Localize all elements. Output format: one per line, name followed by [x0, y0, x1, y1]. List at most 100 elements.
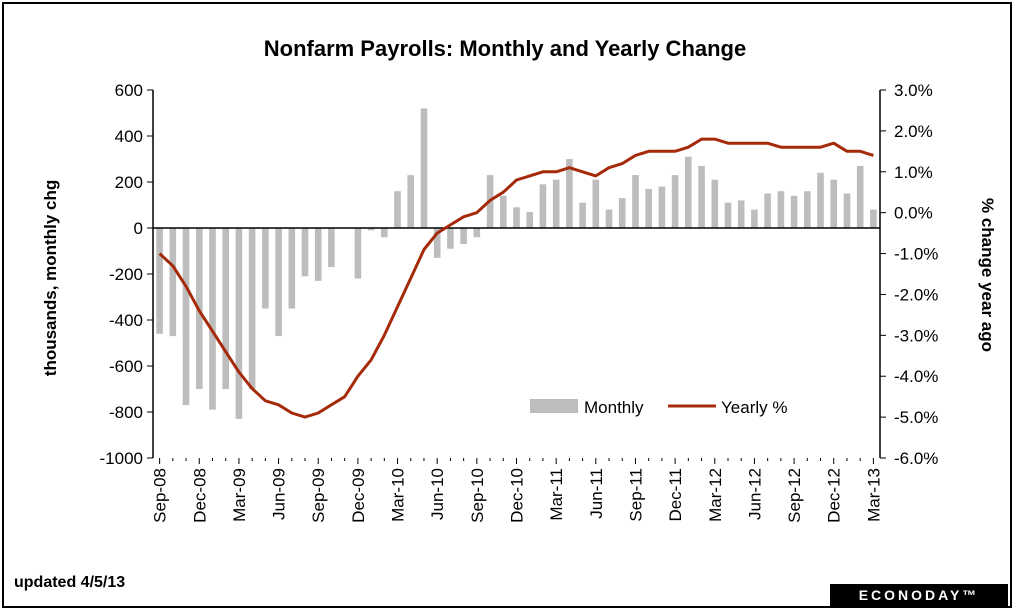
left-tick-label: -600 — [109, 357, 143, 376]
right-tick-label: -3.0% — [894, 326, 938, 345]
monthly-bar — [248, 228, 256, 389]
left-tick-label: -800 — [109, 403, 143, 422]
monthly-bar — [381, 228, 388, 238]
tick-labels: 600 400 200 0 -200 -400 -600 -800 -1000 3.0% 2.0% 1… — [100, 81, 939, 523]
left-tick-label: -200 — [109, 265, 143, 284]
yearly-series-line — [158, 137, 874, 419]
monthly-bar — [262, 228, 269, 309]
monthly-bar — [724, 202, 732, 228]
monthly-bar — [447, 228, 454, 249]
right-tick-label: 3.0% — [894, 81, 933, 100]
legend: Monthly Yearly % — [530, 398, 787, 417]
right-tick-label: -2.0% — [894, 285, 938, 304]
monthly-bar — [394, 191, 401, 228]
econoday-logo: ECONODAY™ — [830, 584, 1008, 606]
right-tick-label: 1.0% — [894, 163, 933, 182]
monthly-bar — [275, 228, 282, 337]
monthly-bar — [420, 108, 428, 228]
legend-monthly-swatch — [530, 399, 578, 413]
right-tick-label: 2.0% — [894, 122, 933, 141]
left-tick-label: 0 — [134, 219, 143, 238]
monthly-bar — [552, 179, 560, 228]
x-tick-label: Dec-08 — [190, 468, 209, 523]
x-tick-label: Mar-10 — [389, 468, 408, 522]
right-tick-label: -4.0% — [894, 367, 938, 386]
monthly-bar — [592, 179, 600, 228]
x-tick-label: Mar-13 — [864, 468, 883, 522]
right-tick-label: 0.0% — [894, 204, 933, 223]
monthly-bar — [433, 228, 441, 258]
updated-note: updated 4/5/13 — [14, 574, 126, 591]
monthly-bar — [473, 228, 481, 238]
left-tick-label: 600 — [115, 81, 143, 100]
x-tick-label: Jun-11 — [587, 468, 606, 519]
monthly-bar — [579, 202, 586, 228]
monthly-bar — [618, 198, 626, 228]
x-tick-label: Mar-09 — [230, 468, 249, 522]
monthly-bar — [222, 228, 229, 389]
left-tick-label: -400 — [109, 311, 143, 330]
monthly-bar — [566, 159, 573, 228]
x-tick-label: Dec-09 — [349, 468, 368, 523]
x-tick-label: Dec-12 — [825, 468, 844, 523]
monthly-bar — [856, 165, 864, 228]
monthly-bar — [500, 195, 507, 228]
x-tick-label: Dec-10 — [508, 468, 527, 523]
monthly-bar — [235, 228, 243, 419]
left-tick-label: 400 — [115, 127, 143, 146]
monthly-bar — [790, 195, 798, 228]
monthly-bar — [314, 228, 322, 281]
legend-monthly-label: Monthly — [584, 398, 644, 417]
monthly-bar — [182, 228, 190, 406]
x-tick-label: Sep-09 — [309, 468, 328, 523]
left-tick-label: -1000 — [100, 449, 143, 468]
monthly-bar — [209, 228, 216, 410]
monthly-bar — [830, 179, 837, 228]
monthly-bar — [328, 228, 335, 268]
monthly-bar — [804, 191, 811, 228]
x-tick-label: Sep-08 — [151, 468, 170, 523]
x-tick-label: Mar-12 — [706, 468, 725, 522]
monthly-bar — [764, 193, 771, 228]
yearly-line — [158, 137, 874, 419]
monthly-bar — [288, 228, 296, 309]
monthly-bar — [685, 156, 692, 228]
monthly-bar — [698, 165, 705, 228]
monthly-bar — [354, 228, 362, 279]
monthly-bar — [301, 228, 309, 277]
x-tick-label: Sep-12 — [785, 468, 804, 523]
x-tick-label: Sep-11 — [627, 468, 646, 522]
monthly-bar — [460, 228, 467, 245]
monthly-bar — [658, 186, 666, 228]
monthly-bars — [156, 108, 877, 419]
monthly-bar — [367, 228, 375, 231]
x-tick-label: Jun-09 — [270, 468, 289, 520]
left-tick-label: 200 — [115, 173, 143, 192]
x-tick-label: Mar-11 — [547, 468, 566, 521]
monthly-bar — [513, 207, 520, 228]
monthly-bar — [751, 209, 758, 228]
monthly-bar — [645, 188, 652, 228]
monthly-bar — [526, 211, 533, 228]
x-tick-label: Sep-10 — [468, 468, 487, 523]
monthly-bar — [632, 175, 639, 228]
chart-axes — [147, 89, 886, 464]
monthly-bar — [671, 175, 679, 228]
right-axis-title: % change year ago — [978, 198, 997, 352]
right-tick-label: -5.0% — [894, 408, 938, 427]
monthly-bar — [843, 193, 851, 228]
right-tick-label: -1.0% — [894, 245, 938, 264]
x-tick-label: Jun-10 — [428, 468, 447, 520]
monthly-bar — [605, 209, 613, 228]
monthly-bar — [156, 228, 163, 334]
monthly-bar — [711, 179, 719, 228]
monthly-bar — [407, 175, 414, 228]
chart-title: Nonfarm Payrolls: Monthly and Yearly Cha… — [264, 36, 747, 61]
monthly-bar — [539, 184, 547, 228]
right-tick-label: -6.0% — [894, 449, 938, 468]
x-tick-label: Jun-12 — [745, 468, 764, 520]
legend-yearly-label: Yearly % — [721, 398, 787, 417]
monthly-bar — [870, 209, 877, 228]
monthly-bar — [777, 191, 785, 228]
x-tick-label: Dec-11 — [666, 468, 685, 522]
